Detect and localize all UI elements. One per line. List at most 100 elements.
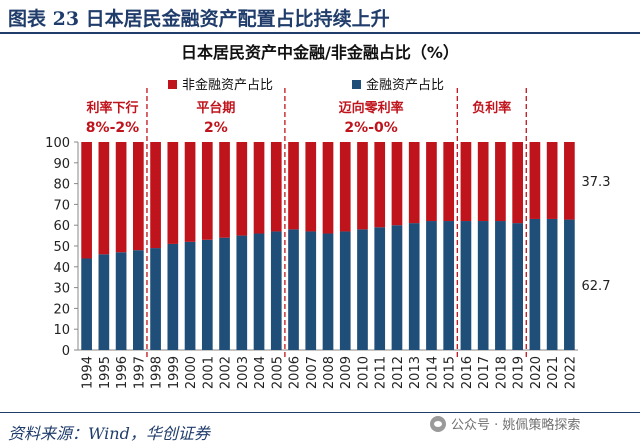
x-axis: 1994 1995 1996 1997 1998 1999 2000 2001 2002 2003… <box>81 356 579 389</box>
x-tick-label: 2007 <box>305 356 320 389</box>
bar-non-financial-2000 <box>184 142 196 242</box>
wechat-icon <box>430 415 446 432</box>
bar-financial-2010 <box>357 229 368 350</box>
y-tick-label: 0 <box>62 344 70 359</box>
bar-non-financial-2006 <box>288 142 299 230</box>
bar-financial-2013 <box>408 223 420 350</box>
y-tick-label: 10 <box>53 323 70 338</box>
y-tick-label: 60 <box>53 219 70 234</box>
figure-header: 图表 23 日本居民金融资产配置占比持续上升 <box>0 0 640 31</box>
bar-financial-2014 <box>426 221 437 350</box>
bar-non-financial-1995 <box>98 142 110 255</box>
bar-financial-2008 <box>322 233 334 350</box>
watermark: 公众号 · 姚佩策略探索 <box>430 414 580 433</box>
period-rate-0: 8%-2% <box>86 120 139 136</box>
bar-non-financial-1994 <box>81 142 92 259</box>
y-tick-label: 50 <box>53 240 70 255</box>
bar-financial-2015 <box>443 221 455 350</box>
legend-swatch-financial <box>352 80 361 89</box>
x-tick-label: 2013 <box>408 356 423 389</box>
bar-financial-2017 <box>477 221 489 350</box>
bar-financial-2018 <box>495 221 506 350</box>
x-tick-label: 1996 <box>115 356 130 389</box>
bar-financial-2011 <box>374 227 386 350</box>
bar-financial-1998 <box>150 248 161 350</box>
x-tick-label: 2011 <box>374 356 389 389</box>
bar-non-financial-2016 <box>460 142 472 222</box>
x-tick-label: 2000 <box>184 356 199 389</box>
bar-non-financial-2012 <box>391 142 403 226</box>
x-tick-label: 2008 <box>322 356 337 389</box>
bar-non-financial-2020 <box>529 142 541 219</box>
x-tick-label: 2014 <box>425 356 440 389</box>
bar-financial-2009 <box>339 231 351 350</box>
bar-non-financial-2014 <box>426 142 437 222</box>
bar-non-financial-2008 <box>322 142 334 234</box>
bar-financial-2019 <box>512 223 523 350</box>
period-label-0: 利率下行 <box>86 100 138 116</box>
bar-non-financial-2021 <box>546 142 558 219</box>
bar-non-financial-2011 <box>374 142 386 228</box>
legend-swatch-non-financial <box>168 80 177 89</box>
x-tick-label: 2018 <box>494 356 509 389</box>
bar-non-financial-2010 <box>357 142 368 230</box>
x-tick-label: 2002 <box>219 356 234 389</box>
legend-label-financial: 金融资产占比 <box>366 77 444 93</box>
bar-financial-1996 <box>115 252 127 350</box>
bar-financial-2005 <box>270 231 282 350</box>
period-label-2: 迈向零利率 <box>339 100 404 116</box>
period-label-3: 负利率 <box>472 100 511 116</box>
bar-financial-2007 <box>305 231 317 350</box>
x-tick-label: 2001 <box>201 356 216 389</box>
period-label-1: 平台期 <box>196 100 235 116</box>
x-tick-label: 2022 <box>563 356 578 389</box>
x-tick-label: 1998 <box>150 356 165 389</box>
bars <box>81 142 575 350</box>
data-label: 62.7 <box>582 279 611 294</box>
stacked-bar-chart: 日本居民资产中金融/非金融占比（%） 非金融资产占比 金融资产占比 利率下行 8%… <box>45 43 611 389</box>
bar-financial-2020 <box>529 218 541 350</box>
y-tick-label: 90 <box>53 157 70 172</box>
x-tick-label: 2012 <box>391 356 406 389</box>
y-tick-label: 100 <box>45 136 70 151</box>
y-tick-label: 30 <box>53 282 70 297</box>
bar-financial-2016 <box>460 221 472 350</box>
bar-non-financial-2001 <box>201 142 213 240</box>
x-tick-label: 2015 <box>443 356 458 389</box>
period-annotations: 利率下行 8%-2% 平台期 2% 迈向零利率 2%-0% 负利率 <box>86 100 511 136</box>
bar-financial-2021 <box>546 218 558 350</box>
x-tick-label: 1995 <box>98 356 113 389</box>
data-label: 37.3 <box>582 175 611 190</box>
bar-non-financial-2022 <box>564 142 575 220</box>
bar-non-financial-2009 <box>339 142 351 232</box>
x-tick-label: 2009 <box>339 356 354 389</box>
bar-non-financial-2017 <box>477 142 489 222</box>
chart-title: 日本居民资产中金融/非金融占比（%） <box>181 43 459 62</box>
x-tick-label: 2010 <box>356 356 371 389</box>
bar-non-financial-2002 <box>219 142 230 238</box>
x-tick-label: 1999 <box>167 356 182 389</box>
bar-non-financial-2015 <box>443 142 455 222</box>
period-rate-2: 2%-0% <box>344 120 397 136</box>
bar-financial-2003 <box>236 235 248 350</box>
bar-financial-1999 <box>167 243 179 350</box>
y-tick-label: 20 <box>53 302 70 317</box>
bar-non-financial-1999 <box>167 142 179 244</box>
y-tick-label: 70 <box>53 198 70 213</box>
bar-non-financial-2007 <box>305 142 317 232</box>
legend-label-non-financial: 非金融资产占比 <box>182 77 273 93</box>
bar-financial-2000 <box>184 241 196 350</box>
x-tick-label: 2019 <box>512 356 527 389</box>
bar-financial-2006 <box>288 229 299 350</box>
bar-non-financial-2003 <box>236 142 248 236</box>
bar-financial-2022 <box>564 219 575 350</box>
x-tick-label: 1997 <box>132 356 147 389</box>
x-tick-label: 2005 <box>270 356 285 389</box>
x-tick-label: 2020 <box>529 356 544 389</box>
x-tick-label: 2021 <box>546 356 561 389</box>
x-tick-label: 2006 <box>288 356 303 389</box>
x-tick-label: 2003 <box>236 356 251 389</box>
bar-non-financial-2018 <box>495 142 506 222</box>
y-tick-label: 40 <box>53 261 70 276</box>
x-tick-label: 1994 <box>81 356 96 389</box>
